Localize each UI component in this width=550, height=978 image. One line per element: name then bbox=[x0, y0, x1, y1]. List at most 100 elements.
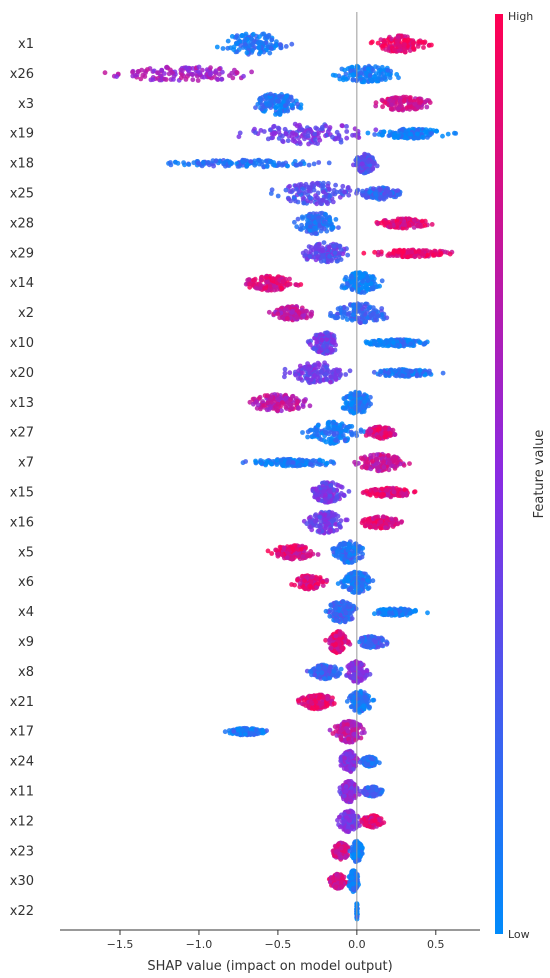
shap-point bbox=[266, 407, 272, 412]
shap-point bbox=[294, 224, 300, 230]
shap-point bbox=[416, 39, 422, 45]
shap-point bbox=[264, 164, 270, 169]
shap-point bbox=[338, 429, 344, 435]
shap-point bbox=[335, 368, 341, 374]
shap-point bbox=[346, 192, 352, 198]
shap-point bbox=[306, 185, 312, 190]
feature-row-x20 bbox=[282, 360, 446, 386]
shap-point bbox=[259, 102, 265, 108]
shap-point bbox=[299, 546, 304, 552]
shap-point bbox=[386, 453, 391, 458]
shap-point bbox=[381, 316, 386, 322]
shap-point bbox=[346, 553, 352, 559]
shap-point bbox=[367, 73, 373, 78]
shap-point bbox=[380, 43, 385, 49]
shap-point bbox=[317, 137, 323, 143]
shap-point bbox=[402, 34, 408, 39]
shap-point bbox=[369, 39, 375, 45]
shap-point bbox=[263, 285, 268, 291]
shap-point bbox=[349, 317, 355, 323]
shap-point bbox=[351, 73, 356, 78]
feature-row-x5 bbox=[265, 539, 366, 565]
shap-point bbox=[343, 71, 349, 77]
shap-point bbox=[195, 78, 201, 83]
shap-point bbox=[237, 130, 243, 136]
shap-point bbox=[417, 340, 422, 345]
shap-point bbox=[359, 161, 365, 167]
shap-point bbox=[382, 434, 387, 440]
shap-point bbox=[323, 517, 328, 523]
shap-point bbox=[279, 400, 285, 405]
shap-point bbox=[402, 49, 408, 55]
shap-point bbox=[331, 546, 337, 551]
shap-point bbox=[378, 37, 384, 43]
shap-point bbox=[403, 94, 409, 100]
shap-point bbox=[303, 461, 308, 467]
shap-point bbox=[289, 556, 295, 562]
shap-point bbox=[297, 581, 303, 587]
shap-point bbox=[372, 249, 377, 255]
shap-point bbox=[278, 457, 284, 463]
shap-point bbox=[285, 108, 291, 114]
shap-point bbox=[342, 189, 348, 195]
shap-point bbox=[316, 349, 322, 355]
shap-point bbox=[375, 434, 381, 440]
shap-point bbox=[331, 432, 337, 437]
shap-point bbox=[285, 99, 291, 105]
shap-point bbox=[412, 101, 418, 107]
shap-point bbox=[303, 586, 308, 592]
shap-point bbox=[344, 281, 350, 286]
shap-point bbox=[352, 459, 357, 465]
shap-point bbox=[414, 135, 420, 141]
feature-row-x15 bbox=[310, 480, 418, 505]
shap-point bbox=[293, 132, 299, 138]
shap-point bbox=[320, 254, 325, 259]
shap-point bbox=[342, 557, 347, 562]
shap-point bbox=[282, 374, 287, 380]
feature-row-x27 bbox=[300, 419, 398, 446]
feature-row-x10 bbox=[305, 330, 430, 356]
shap-point bbox=[321, 258, 327, 263]
shap-point bbox=[312, 362, 318, 368]
shap-point bbox=[361, 79, 367, 85]
shap-point bbox=[253, 399, 259, 405]
shap-point bbox=[242, 41, 248, 47]
shap-point bbox=[343, 372, 349, 377]
shap-point bbox=[394, 38, 400, 44]
shap-point bbox=[335, 136, 341, 142]
shap-point bbox=[377, 283, 382, 289]
shap-point bbox=[287, 370, 293, 376]
shap-point bbox=[408, 131, 413, 137]
shap-point bbox=[261, 403, 267, 408]
shap-point bbox=[300, 430, 305, 435]
shap-point bbox=[370, 166, 376, 172]
shap-point bbox=[387, 251, 392, 257]
shap-point bbox=[293, 372, 299, 378]
shap-point bbox=[114, 74, 119, 79]
shap-point bbox=[402, 42, 407, 47]
shap-point bbox=[395, 249, 401, 255]
shap-point bbox=[268, 42, 273, 48]
shap-point bbox=[219, 76, 224, 82]
shap-point bbox=[344, 124, 349, 129]
shap-point bbox=[328, 374, 333, 379]
shap-point bbox=[340, 183, 346, 189]
shap-point bbox=[330, 420, 336, 426]
shap-point bbox=[311, 187, 317, 193]
shap-point bbox=[396, 367, 402, 372]
shap-point bbox=[312, 519, 318, 524]
shap-point bbox=[249, 69, 255, 75]
shap-point bbox=[306, 367, 311, 372]
shap-point bbox=[395, 188, 401, 194]
shap-point bbox=[335, 306, 341, 312]
shap-point bbox=[344, 129, 350, 134]
shap-point bbox=[341, 423, 347, 429]
shap-point bbox=[342, 437, 348, 443]
shap-point bbox=[361, 290, 367, 295]
shap-point bbox=[162, 76, 167, 82]
shap-point bbox=[265, 393, 270, 398]
shap-point bbox=[285, 316, 290, 321]
shap-point bbox=[325, 183, 331, 189]
shap-point bbox=[368, 313, 374, 318]
shap-point bbox=[412, 254, 418, 260]
